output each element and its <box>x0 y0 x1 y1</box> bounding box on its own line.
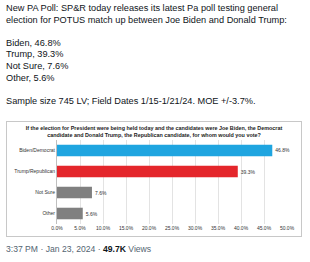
html-text:If the election for President: If the election for President were being… <box>25 125 283 138</box>
svg-text:45.0%: 45.0% <box>257 225 272 231</box>
html-text:Not Sure, 7.6%: Not Sure, 7.6% <box>6 61 69 71</box>
svg-text:Biden/Democrat: Biden/Democrat <box>19 147 55 153</box>
svg-text:25.0%: 25.0% <box>165 225 180 231</box>
svg-text:Not Sure: Not Sure <box>35 189 55 195</box>
svg-text:35.0%: 35.0% <box>211 225 226 231</box>
svg-text:50.0%: 50.0% <box>280 225 295 231</box>
svg-text:15.0%: 15.0% <box>119 225 134 231</box>
html-text:3:37 PM · Jan 23, 2024 · 49.7K: 3:37 PM · Jan 23, 2024 · 49.7K Views <box>6 244 152 254</box>
svg-text:5.6%: 5.6% <box>86 211 98 217</box>
html-text:Biden, 46.8%: Biden, 46.8% <box>6 37 61 48</box>
svg-text:39.3%: 39.3% <box>241 169 256 175</box>
svg-text:Other: Other <box>42 210 55 216</box>
html-text:New PA Poll: SP&R today releas: New PA Poll: SP&R today releases its lat… <box>6 3 287 25</box>
svg-text:0.0%: 0.0% <box>51 225 63 231</box>
svg-text:40.0%: 40.0% <box>234 225 249 231</box>
svg-text:10.0%: 10.0% <box>96 225 111 231</box>
svg-text:20.0%: 20.0% <box>142 225 157 231</box>
svg-text:5.0%: 5.0% <box>74 225 86 231</box>
html-text:Other, 5.6%: Other, 5.6% <box>6 72 55 83</box>
svg-text:7.6%: 7.6% <box>95 190 107 196</box>
svg-text:46.8%: 46.8% <box>275 148 290 154</box>
svg-text:Trump/Republican: Trump/Republican <box>14 168 55 174</box>
svg-text:30.0%: 30.0% <box>188 225 203 231</box>
html-text:Sample size 745 LV; Field Date: Sample size 745 LV; Field Dates 1/15-1/2… <box>6 95 256 106</box>
html-text:Trump, 39.3%: Trump, 39.3% <box>6 49 64 60</box>
